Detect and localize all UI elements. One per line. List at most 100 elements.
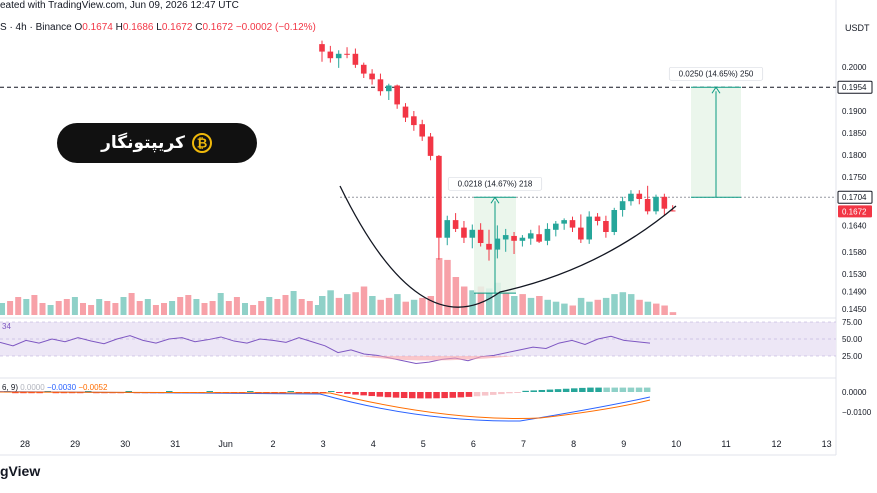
open-value: 0.1674 [82,22,113,33]
volume-bar [201,303,208,315]
volume-bar [209,301,216,315]
volume-bar [47,305,54,315]
macd-histogram-bar [384,392,392,398]
volume-bar [527,297,535,315]
price-marker-label: 0.1704 [842,193,867,202]
macd-histogram-bar [336,392,343,394]
volume-bar [410,299,418,315]
volume-bar [233,297,240,315]
volume-bar [63,299,70,315]
open-label: O [74,22,83,33]
volume-bar [7,301,14,315]
time-tick-label: 5 [421,439,426,449]
candle-body [578,227,584,240]
candle-body [519,237,526,241]
volume-bar [225,301,232,315]
candle-body [511,235,517,241]
price-marker-box [837,190,873,204]
candle-body [586,216,592,240]
brand-badge: کریپتونگار ₿ [57,123,257,163]
time-tick-label: Jun [218,439,233,449]
macd-histogram-bar [425,392,432,399]
price-tick-label: 0.1900 [842,107,867,116]
symbol-name[interactable]: S · 4h · Binance [0,22,72,33]
volume-bar [653,303,660,315]
cup-curve-drawing[interactable] [339,185,677,308]
high-value: 0.1686 [122,22,154,33]
candle-body [369,73,375,80]
time-tick-label: 12 [772,439,782,449]
candle-body [494,238,501,250]
volume-bar [452,277,460,315]
candle-body [477,229,484,243]
volume-bar [104,301,111,315]
candle-body [394,85,400,105]
candle-body [569,220,576,228]
time-tick-label: 9 [621,439,626,449]
volume-bar [611,294,618,315]
candle-body [344,53,350,55]
candle-body [377,79,384,92]
volume-bar [290,291,297,315]
candle-body [436,155,442,238]
volume-bar [494,282,501,315]
volume-bar [402,301,409,315]
macd-histogram-bar [433,392,440,399]
macd-histogram-bar [20,392,27,394]
volume-bar [360,286,368,315]
candle-body [544,228,551,241]
macd-histogram-bar [603,387,610,392]
macd-hist-value: −0.0052 [78,383,108,392]
macd-histogram-bar [417,392,424,399]
candle-body [461,227,467,238]
volume-bar [552,301,560,315]
candle-body [661,196,668,209]
rsi-tick-label: 75.00 [842,318,863,327]
tradingview-logo[interactable]: gView [0,463,41,479]
volume-bar [169,301,176,315]
time-tick-label: 10 [671,439,681,449]
signal-line [0,391,651,419]
measure-label-box [447,176,543,191]
macd-histogram-bar [392,392,400,398]
volume-bar [636,299,643,315]
change-value: −0.0002 (−0.12%) [235,22,316,33]
candle-body [411,116,417,126]
volume-bar [177,297,184,315]
volume-bar [460,286,468,315]
volume-bar [71,297,78,315]
rsi-tick-label: 25.00 [842,352,863,361]
currency-label[interactable]: USDT [845,23,870,33]
time-tick-label: 7 [521,439,526,449]
volume-bar [250,305,257,315]
volume-bar [502,292,510,315]
time-tick-label: 4 [371,439,376,449]
price-tick-label: 0.1850 [842,129,867,138]
candle-body [611,210,618,232]
macd-tick-label: −0.0100 [842,408,872,417]
macd-histogram-bar [579,387,586,392]
candle-body [644,199,651,212]
legend-symbol-row: S · 4h · Binance O0.1674 H0.1686 L0.1672… [0,22,316,33]
macd-histogram-bar [562,388,570,392]
volume-bar [385,297,393,315]
macd-histogram-bar [481,392,489,396]
measure-label-box [668,66,764,81]
macd-histogram-bar [587,387,594,392]
candle-body [603,221,609,232]
volume-bar [644,301,652,315]
macd-histogram-bar [595,387,602,392]
macd-histogram-bar [287,391,294,392]
volume-bar [185,295,192,315]
macd-histogram-bar [490,392,497,395]
volume-bar [266,297,273,315]
volume-bar [561,303,568,315]
high-label: H [115,22,123,33]
macd-histogram-bar [627,387,635,392]
time-tick-label: 6 [471,439,476,449]
volume-bar [511,296,518,315]
time-tick-label: 2 [271,439,276,449]
macd-histogram-bar [571,388,578,392]
candle-body [327,51,334,59]
